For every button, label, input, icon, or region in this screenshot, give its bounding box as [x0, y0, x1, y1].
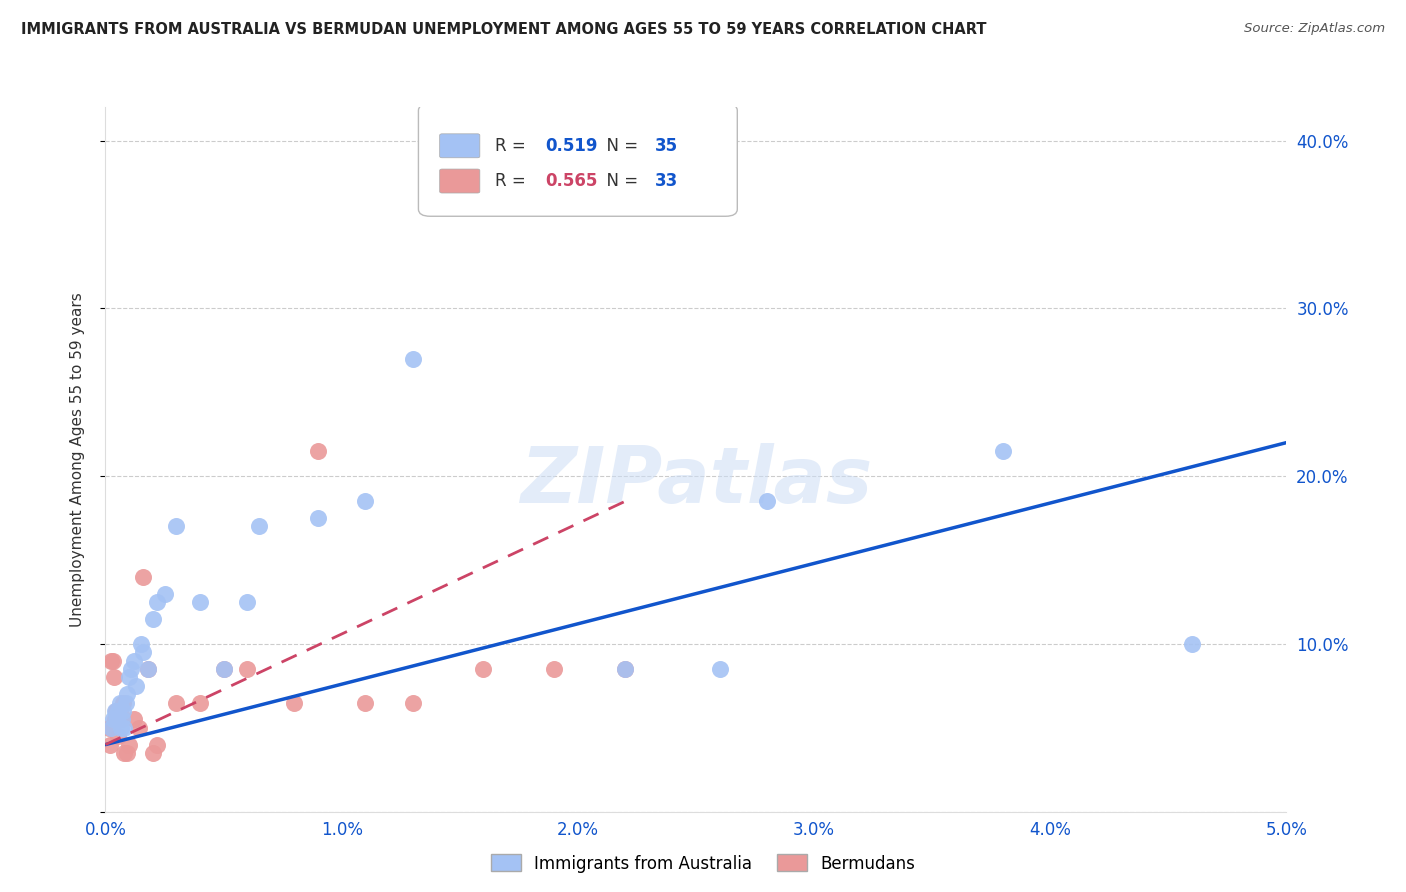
Point	[1181, 637, 1204, 651]
Point	[614, 662, 637, 676]
Point	[354, 696, 377, 710]
Y-axis label: Unemployment Among Ages 55 to 59 years: Unemployment Among Ages 55 to 59 years	[70, 292, 84, 627]
Point	[101, 654, 124, 668]
Point	[136, 662, 159, 676]
Point	[146, 595, 169, 609]
Text: Source: ZipAtlas.com: Source: ZipAtlas.com	[1244, 22, 1385, 36]
Point	[212, 662, 235, 676]
Point	[114, 696, 136, 710]
Point	[125, 679, 148, 693]
Point	[132, 570, 155, 584]
Point	[236, 662, 259, 676]
Point	[165, 519, 187, 533]
Point	[115, 687, 138, 701]
Point	[111, 713, 134, 727]
Point	[118, 671, 141, 685]
Point	[122, 654, 145, 668]
Point	[112, 704, 135, 718]
Point	[129, 637, 152, 651]
Point	[401, 696, 423, 710]
Point	[107, 704, 129, 718]
Point	[136, 662, 159, 676]
Text: IMMIGRANTS FROM AUSTRALIA VS BERMUDAN UNEMPLOYMENT AMONG AGES 55 TO 59 YEARS COR: IMMIGRANTS FROM AUSTRALIA VS BERMUDAN UN…	[21, 22, 987, 37]
FancyBboxPatch shape	[419, 103, 737, 216]
Point	[112, 746, 135, 760]
Point	[111, 713, 134, 727]
Point	[112, 696, 135, 710]
Text: ZIPatlas: ZIPatlas	[520, 442, 872, 518]
Point	[104, 704, 127, 718]
Point	[146, 738, 169, 752]
Point	[142, 612, 165, 626]
Point	[110, 713, 132, 727]
Point	[153, 586, 176, 600]
Point	[118, 738, 141, 752]
Point	[247, 519, 270, 533]
Point	[105, 713, 128, 727]
Point	[122, 713, 145, 727]
Point	[100, 654, 122, 668]
Text: N =: N =	[596, 136, 643, 155]
Point	[98, 721, 121, 735]
Text: 0.519: 0.519	[544, 136, 598, 155]
Point	[307, 444, 329, 458]
Text: 35: 35	[655, 136, 678, 155]
FancyBboxPatch shape	[440, 169, 479, 193]
Legend: Immigrants from Australia, Bermudans: Immigrants from Australia, Bermudans	[484, 847, 922, 880]
Point	[307, 511, 329, 525]
Point	[105, 704, 128, 718]
Point	[128, 721, 150, 735]
Text: 0.565: 0.565	[544, 172, 598, 190]
Point	[283, 696, 305, 710]
Point	[105, 713, 128, 727]
Point	[142, 746, 165, 760]
Point	[108, 704, 131, 718]
Text: R =: R =	[495, 172, 531, 190]
Text: N =: N =	[596, 172, 643, 190]
Point	[110, 721, 132, 735]
FancyBboxPatch shape	[440, 134, 479, 158]
Point	[401, 351, 423, 366]
Point	[132, 645, 155, 659]
Point	[165, 696, 187, 710]
Text: 33: 33	[655, 172, 678, 190]
Point	[472, 662, 495, 676]
Point	[101, 713, 124, 727]
Point	[709, 662, 731, 676]
Point	[104, 713, 127, 727]
Point	[755, 494, 778, 508]
Point	[115, 746, 138, 760]
Point	[543, 662, 565, 676]
Point	[188, 696, 211, 710]
Point	[98, 738, 121, 752]
Point	[991, 444, 1014, 458]
Point	[188, 595, 211, 609]
Point	[107, 729, 129, 743]
Text: R =: R =	[495, 136, 531, 155]
Point	[354, 494, 377, 508]
Point	[236, 595, 259, 609]
Point	[614, 662, 637, 676]
Point	[103, 671, 125, 685]
Point	[212, 662, 235, 676]
Point	[112, 721, 135, 735]
Point	[120, 662, 142, 676]
Point	[108, 696, 131, 710]
Point	[100, 721, 122, 735]
